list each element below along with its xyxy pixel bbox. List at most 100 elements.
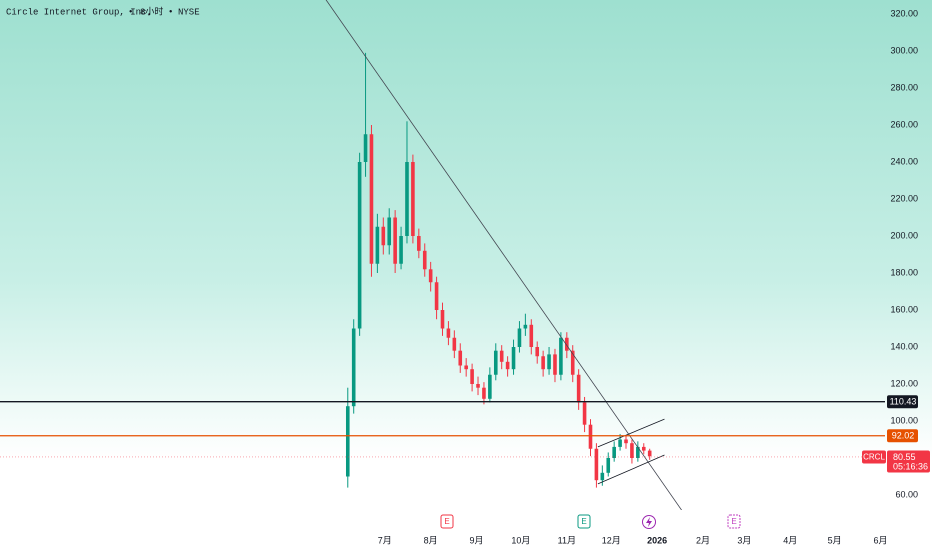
candle-body	[535, 347, 540, 357]
candle-body	[600, 472, 605, 481]
price-tag	[887, 395, 918, 409]
candle-body	[387, 217, 392, 246]
trendline	[597, 454, 665, 485]
separator: •	[168, 7, 173, 17]
candle-body	[470, 369, 474, 384]
price-tag-label: 92.02	[892, 431, 915, 441]
candle-body	[345, 406, 350, 477]
x-tick-label: 9月	[470, 535, 484, 545]
candle-body	[636, 446, 640, 458]
plot-area	[325, 0, 683, 510]
candle-body	[393, 217, 397, 264]
candle-body	[422, 250, 427, 270]
candle-body	[351, 328, 356, 407]
candle-body	[606, 458, 611, 473]
candle-body	[559, 337, 563, 375]
candle-body	[434, 282, 439, 310]
earnings-icon[interactable]	[440, 514, 454, 529]
interval: 8小时	[140, 5, 163, 17]
earnings-icon[interactable]	[727, 514, 741, 529]
candle-body	[523, 324, 528, 329]
candle-body	[482, 387, 486, 399]
background	[0, 0, 932, 510]
symbol-tag-label: CRCL	[863, 453, 885, 462]
y-tick-label: 60.00	[895, 489, 918, 499]
candle-body	[381, 226, 386, 246]
y-tick-label: 100.00	[890, 415, 918, 425]
candle-body	[405, 162, 409, 236]
y-tick-label: 200.00	[890, 230, 918, 240]
earnings-icon-letter: E	[444, 517, 449, 526]
earnings-icon-letter: E	[731, 517, 736, 526]
candle-body	[446, 328, 451, 338]
candle-body	[511, 347, 516, 370]
candle-body	[541, 356, 545, 370]
y-tick-label: 320.00	[890, 8, 918, 18]
candle-body	[452, 337, 457, 351]
price-tag	[887, 429, 918, 443]
candle-body	[618, 439, 622, 447]
candle-body	[641, 446, 646, 451]
candle-body	[458, 350, 463, 366]
candle-body	[369, 134, 374, 264]
event-icon-bolt	[646, 517, 652, 527]
candle-body	[411, 162, 415, 236]
candle-body	[517, 328, 522, 347]
y-tick-label: 240.00	[890, 156, 918, 166]
candle-body	[488, 374, 492, 399]
candle-body	[357, 162, 362, 329]
y-tick-label: 220.00	[890, 193, 918, 203]
event-icons: E E E	[440, 514, 741, 529]
candle-body	[499, 350, 504, 362]
x-tick-label: 8月	[424, 535, 438, 545]
candle-body	[375, 226, 380, 264]
candle-body	[553, 354, 557, 375]
candle-body	[624, 439, 628, 444]
price-tag-label: 110.43	[890, 397, 917, 407]
earnings-icon[interactable]	[577, 514, 591, 529]
x-tick-label: 12月	[602, 535, 621, 545]
candle-body	[647, 450, 652, 457]
x-tick-label: 10月	[511, 535, 530, 545]
candle-body	[582, 402, 587, 425]
candle-body	[399, 236, 403, 264]
last-price-label: 80.55	[893, 452, 916, 462]
y-tick-label: 300.00	[890, 45, 918, 55]
y-tick-label: 280.00	[890, 82, 918, 92]
symbol-tag	[862, 450, 886, 464]
candle-body	[505, 361, 510, 370]
candle-body	[417, 236, 421, 251]
y-tick-label: 120.00	[890, 378, 918, 388]
candle-body	[464, 365, 468, 370]
x-tick-label: 5月	[828, 535, 842, 545]
last-price-tag	[887, 450, 930, 473]
candle-body	[529, 324, 534, 347]
candle-body	[428, 269, 433, 283]
x-axis-area	[0, 510, 932, 550]
x-tick-label: 4月	[783, 535, 797, 545]
candle-body	[363, 134, 368, 162]
candle-body	[493, 350, 498, 375]
x-tick-label: 2026	[647, 535, 667, 545]
candle-body	[630, 443, 634, 458]
candle-body	[594, 448, 599, 481]
candle-body	[588, 424, 593, 449]
y-tick-label: 140.00	[890, 341, 918, 351]
chart-title: Circle Internet Group, Inc.	[6, 7, 152, 17]
y-tick-label: 260.00	[890, 119, 918, 129]
separator: •	[128, 7, 133, 17]
candle-body	[476, 384, 480, 388]
candle-body	[547, 354, 551, 370]
countdown-label: 05:16:36	[893, 461, 928, 471]
x-tick-label: 3月	[737, 535, 751, 545]
trendline	[325, 0, 683, 510]
exchange: NYSE	[178, 7, 200, 17]
trendline	[597, 418, 665, 448]
x-tick-label: 7月	[378, 535, 392, 545]
chart-header: Circle Internet Group, Inc. • 8小时 • NYSE	[6, 5, 200, 17]
x-tick-label: 6月	[874, 535, 888, 545]
candle-body	[570, 350, 575, 375]
x-tick-label: 11月	[558, 535, 576, 545]
x-tick-label: 2月	[696, 535, 710, 545]
